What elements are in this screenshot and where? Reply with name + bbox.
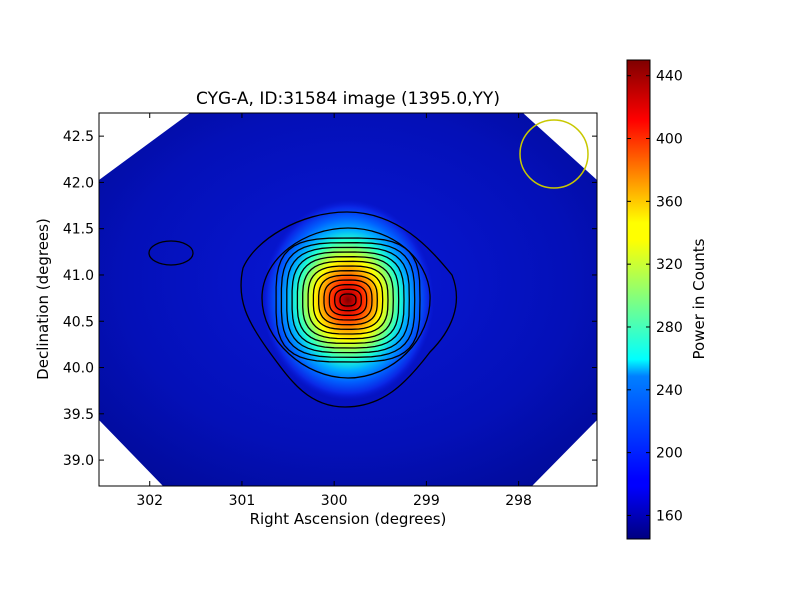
y-tick-label: 39.0 [63, 453, 94, 469]
contour-inner [334, 288, 362, 312]
colorbar-tick-label: 240 [656, 383, 683, 399]
x-tick-label: 299 [413, 493, 440, 509]
y-tick-label: 42.5 [63, 129, 94, 145]
x-axis-label: Right Ascension (degrees) [250, 510, 447, 528]
contour-inner [280, 242, 416, 358]
colorbar-axis: 160 200 240 280 320 360 400 440 [627, 69, 683, 524]
colorbar-tick-label: 160 [656, 508, 683, 524]
contour-secondary-blob [148, 240, 194, 266]
y-axis: 39.0 39.5 40.0 40.5 41.0 41.5 42.0 42.5 [63, 129, 597, 469]
colorbar-tick-label: 400 [656, 132, 683, 148]
contour-inner [291, 251, 405, 349]
x-tick-label: 298 [505, 493, 532, 509]
y-tick-label: 40.5 [63, 314, 94, 330]
y-tick-label: 42.0 [63, 175, 94, 191]
blank-corner-top-left [99, 113, 190, 180]
plot-frame [98, 112, 598, 487]
colorbar-tick-label: 280 [656, 320, 683, 336]
contour-inner [339, 293, 357, 307]
colorbar-tick-label: 320 [656, 257, 683, 273]
y-tick-label: 41.0 [63, 268, 94, 284]
source-emission [262, 200, 434, 400]
colorbar-tick-label: 200 [656, 446, 683, 462]
blank-corner-bottom-left [99, 420, 163, 486]
contour-inner [312, 270, 384, 330]
colorbar-tick-label: 360 [656, 194, 683, 210]
x-tick-label: 302 [136, 493, 163, 509]
contour-lines [148, 211, 457, 408]
colorbar-label: Power in Counts [690, 238, 708, 359]
x-tick-label: 301 [229, 493, 256, 509]
contour-outer [240, 211, 457, 408]
chart-title: CYG-A, ID:31584 image (1395.0,YY) [196, 89, 500, 109]
heatmap [99, 113, 597, 486]
colorbar [626, 59, 651, 540]
contour-inner [328, 284, 368, 316]
y-tick-label: 39.5 [63, 407, 94, 423]
contour-2 [261, 227, 431, 379]
y-tick-label: 41.5 [63, 222, 94, 238]
contour-inner [323, 279, 373, 321]
contour-inner [302, 260, 394, 340]
contour-inner [296, 256, 400, 344]
x-axis: 302 301 300 299 298 [136, 113, 532, 509]
x-tick-label: 300 [321, 493, 348, 509]
contour-inner [275, 237, 421, 363]
y-tick-label: 40.0 [63, 361, 94, 377]
colorbar-tick-label: 440 [656, 69, 683, 85]
contour-inner [307, 265, 389, 335]
blank-corner-bottom-right [532, 420, 597, 486]
contour-inner [286, 246, 410, 354]
contour-inner [318, 274, 378, 326]
beam-circle [519, 119, 589, 189]
y-axis-label: Declination (degrees) [34, 218, 52, 380]
